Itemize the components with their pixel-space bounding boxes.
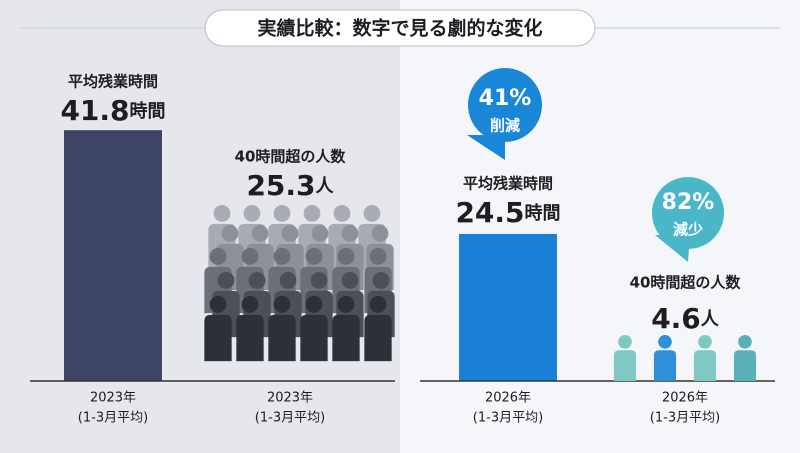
badge-value: 41% — [479, 86, 532, 111]
people-label: 40時間超の人数 — [630, 274, 742, 292]
person-icon — [236, 296, 264, 362]
person-head — [363, 205, 381, 222]
person-head — [311, 225, 329, 242]
person-head — [738, 335, 752, 349]
person-head — [698, 335, 712, 349]
person-head — [273, 205, 291, 222]
person-icon — [613, 335, 637, 381]
person-head — [658, 335, 672, 349]
person-body — [332, 314, 360, 362]
period-note: (1-3月平均) — [650, 411, 720, 426]
person-icon — [653, 335, 677, 381]
person-head — [341, 225, 359, 242]
bar — [459, 234, 557, 381]
person-head — [241, 248, 259, 265]
person-body — [733, 350, 757, 381]
badge — [468, 68, 542, 142]
person-head — [337, 296, 355, 313]
person-head — [303, 205, 321, 222]
period-year: 2026年 — [485, 391, 531, 406]
person-body — [364, 314, 392, 362]
person-head — [372, 272, 390, 289]
period-note: (1-3月平均) — [255, 411, 325, 426]
period-year: 2023年 — [90, 391, 136, 406]
person-head — [281, 225, 299, 242]
period-year: 2023年 — [267, 391, 313, 406]
person-body — [300, 314, 328, 362]
person-head — [209, 296, 227, 313]
person-head — [369, 248, 387, 265]
person-head — [251, 225, 269, 242]
person-head — [273, 296, 291, 313]
person-head — [371, 225, 389, 242]
period-year: 2026年 — [662, 391, 708, 406]
person-head — [248, 272, 266, 289]
person-head — [305, 248, 323, 265]
person-body — [693, 350, 717, 381]
badge-text: 削減 — [490, 117, 520, 135]
title: 実績比較：数字で見る劇的な変化 — [257, 17, 542, 40]
person-icon — [268, 296, 296, 362]
badge-value: 82% — [662, 190, 715, 215]
person-head — [221, 225, 239, 242]
hours-value: 41.8時間 — [60, 94, 165, 127]
person-icon — [300, 296, 328, 362]
hours-value: 24.5時間 — [455, 196, 560, 229]
person-head — [241, 296, 259, 313]
person-head — [279, 272, 297, 289]
person-body — [204, 314, 232, 362]
bar — [64, 130, 162, 381]
person-head — [310, 272, 328, 289]
person-icon — [332, 296, 360, 362]
people-value: 4.6人 — [651, 302, 720, 335]
person-head — [217, 272, 235, 289]
person-body — [236, 314, 264, 362]
hours-label: 平均残業時間 — [68, 73, 158, 91]
person-icon — [733, 335, 757, 381]
person-head — [213, 205, 231, 222]
people-label: 40時間超の人数 — [235, 148, 347, 166]
people-value: 25.3人 — [246, 169, 334, 202]
person-icon — [693, 335, 717, 381]
person-head — [209, 248, 227, 265]
person-head — [369, 296, 387, 313]
badge-text: 減少 — [673, 221, 703, 239]
person-icon — [204, 296, 232, 362]
person-body — [268, 314, 296, 362]
person-body — [653, 350, 677, 381]
person-head — [305, 296, 323, 313]
person-head — [337, 248, 355, 265]
person-head — [618, 335, 632, 349]
person-icon — [364, 296, 392, 362]
person-head — [333, 205, 351, 222]
person-body — [613, 350, 637, 381]
badge-pointer — [467, 135, 505, 160]
period-note: (1-3月平均) — [473, 411, 543, 426]
badge — [652, 177, 724, 249]
title-pill — [204, 9, 596, 47]
period-note: (1-3月平均) — [78, 411, 148, 426]
person-head — [341, 272, 359, 289]
hours-label: 平均残業時間 — [463, 175, 553, 193]
person-head — [243, 205, 261, 222]
person-head — [273, 248, 291, 265]
